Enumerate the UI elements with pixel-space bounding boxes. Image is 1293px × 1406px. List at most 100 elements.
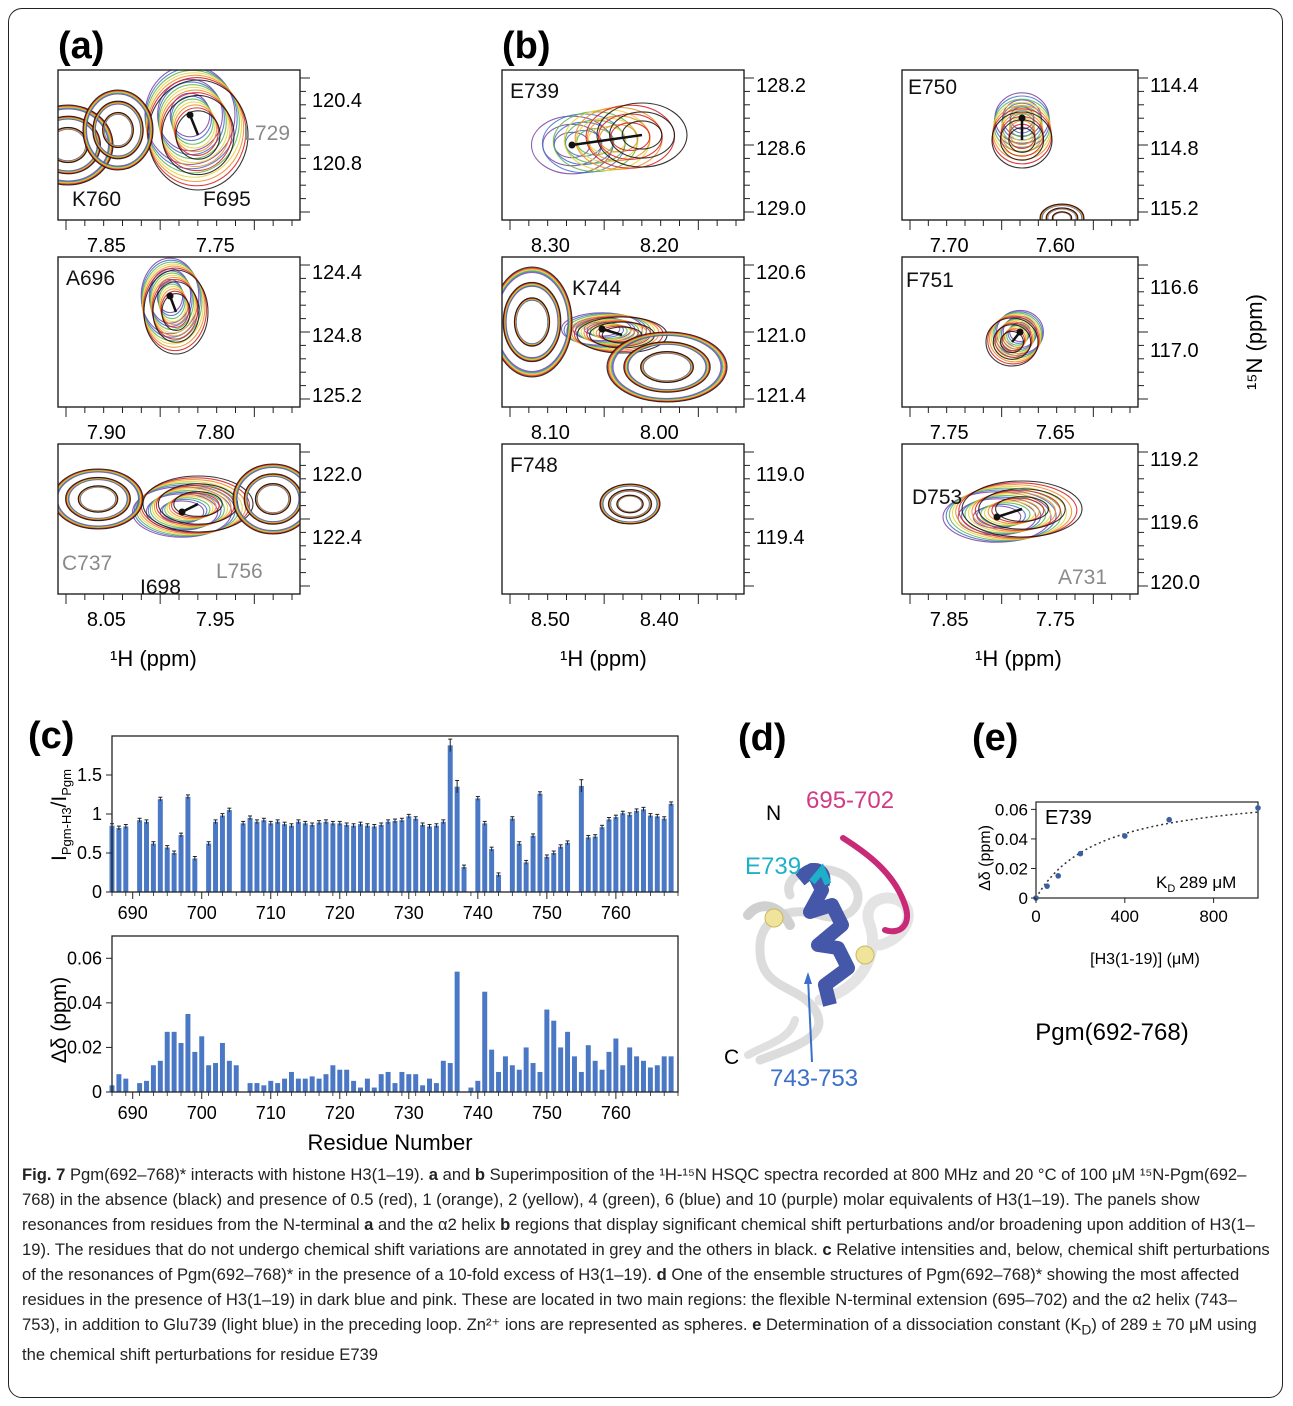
bar bbox=[482, 823, 488, 892]
y-tick-label: 0.06 bbox=[995, 800, 1028, 819]
contour bbox=[961, 480, 1083, 538]
contour bbox=[995, 496, 1049, 522]
contour bbox=[235, 466, 300, 532]
contour bbox=[161, 498, 208, 523]
shift-arrow-head bbox=[598, 325, 606, 333]
bar bbox=[461, 867, 467, 892]
contour bbox=[142, 475, 254, 533]
bar bbox=[489, 849, 495, 892]
contour bbox=[245, 474, 300, 524]
kd-data-point bbox=[1077, 850, 1084, 857]
contour bbox=[502, 266, 573, 378]
kd-data-point bbox=[1255, 805, 1261, 811]
y-tick-label: 0.02 bbox=[67, 1037, 102, 1057]
bar bbox=[551, 853, 557, 892]
contour bbox=[640, 351, 694, 383]
contour bbox=[621, 120, 663, 150]
bar bbox=[309, 824, 315, 892]
contour bbox=[82, 89, 154, 171]
contour bbox=[144, 70, 238, 170]
bar bbox=[157, 799, 163, 892]
contour bbox=[58, 116, 101, 174]
bar bbox=[316, 1078, 322, 1092]
bar bbox=[454, 971, 460, 1092]
x-tick-label: 7.60 bbox=[1036, 235, 1075, 257]
bar bbox=[219, 815, 225, 892]
bar bbox=[654, 816, 660, 892]
bar bbox=[530, 1063, 536, 1092]
y-tick-label: 119.4 bbox=[756, 527, 805, 549]
bar bbox=[330, 823, 336, 892]
residue-label-l756: L756 bbox=[216, 560, 263, 583]
bar bbox=[537, 793, 543, 892]
y-tick-label: 119.0 bbox=[756, 464, 805, 486]
contour bbox=[609, 333, 725, 401]
contour bbox=[77, 485, 119, 513]
contour bbox=[173, 491, 223, 517]
y-tick-label: 0.02 bbox=[995, 859, 1028, 878]
bar bbox=[275, 1083, 281, 1092]
residue-label-k760: K760 bbox=[72, 188, 121, 211]
bar bbox=[164, 847, 170, 892]
y-tick-label: 122.4 bbox=[312, 527, 362, 549]
bar bbox=[261, 820, 267, 892]
contour bbox=[997, 320, 1035, 354]
bar bbox=[627, 814, 633, 892]
bar bbox=[565, 842, 571, 892]
contour bbox=[83, 90, 153, 170]
panel-label-c: (c) bbox=[28, 715, 74, 757]
bar bbox=[613, 817, 619, 892]
bar bbox=[516, 1069, 522, 1092]
bar bbox=[523, 1047, 529, 1092]
bar bbox=[509, 818, 515, 892]
bar bbox=[268, 1080, 274, 1092]
contour bbox=[161, 292, 191, 332]
bar bbox=[420, 1085, 426, 1092]
bar bbox=[433, 1083, 439, 1092]
shift-arrow-head bbox=[186, 111, 194, 119]
chart-frame bbox=[111, 935, 679, 1093]
contour bbox=[502, 281, 562, 363]
bar bbox=[268, 823, 274, 892]
contour bbox=[607, 489, 653, 519]
contour bbox=[233, 464, 300, 534]
bar bbox=[261, 1085, 267, 1092]
bar bbox=[378, 1074, 384, 1092]
bar bbox=[123, 826, 129, 892]
contour bbox=[942, 491, 1052, 543]
shift-arrow-head bbox=[993, 513, 1001, 521]
bar bbox=[288, 1071, 294, 1092]
bar bbox=[647, 815, 653, 892]
contour bbox=[58, 116, 100, 174]
bar bbox=[399, 820, 405, 892]
x-tick-label: 8.20 bbox=[640, 235, 679, 257]
x-tick-label: 0 bbox=[1031, 907, 1040, 926]
contour bbox=[1051, 211, 1073, 220]
shift-ylabel: Δδ (ppm) bbox=[48, 977, 71, 1063]
x-tick-label: 7.85 bbox=[87, 235, 126, 257]
bar bbox=[247, 1083, 253, 1092]
bar bbox=[192, 858, 198, 892]
bar bbox=[578, 785, 584, 892]
contour bbox=[151, 276, 197, 337]
intensity-ylabel: IPgm-H3/IPgm bbox=[48, 769, 74, 861]
bar bbox=[330, 1065, 336, 1092]
residue-label-f748: F748 bbox=[510, 454, 558, 477]
residue-label-f751: F751 bbox=[906, 269, 954, 292]
spectrum-panel-a696: 7.90 7.80 124.4 124.8 125.2 A696 bbox=[57, 256, 362, 444]
contour bbox=[159, 500, 205, 524]
bar bbox=[123, 1078, 129, 1092]
bar bbox=[447, 1063, 453, 1092]
bar bbox=[489, 1049, 495, 1092]
bar bbox=[551, 1020, 557, 1092]
caption-part2: and the α2 helix bbox=[373, 1215, 501, 1234]
shift-arrow-head bbox=[568, 141, 576, 149]
n-terminal-extension bbox=[840, 835, 910, 935]
x-tick-label: 7.75 bbox=[930, 422, 969, 444]
contour bbox=[566, 313, 652, 349]
residue-label-e739: E739 bbox=[510, 80, 559, 103]
contour bbox=[92, 100, 144, 160]
x-tick-label: 8.05 bbox=[87, 609, 126, 631]
contour bbox=[160, 92, 233, 172]
x-tick-label: 8.00 bbox=[640, 422, 679, 444]
